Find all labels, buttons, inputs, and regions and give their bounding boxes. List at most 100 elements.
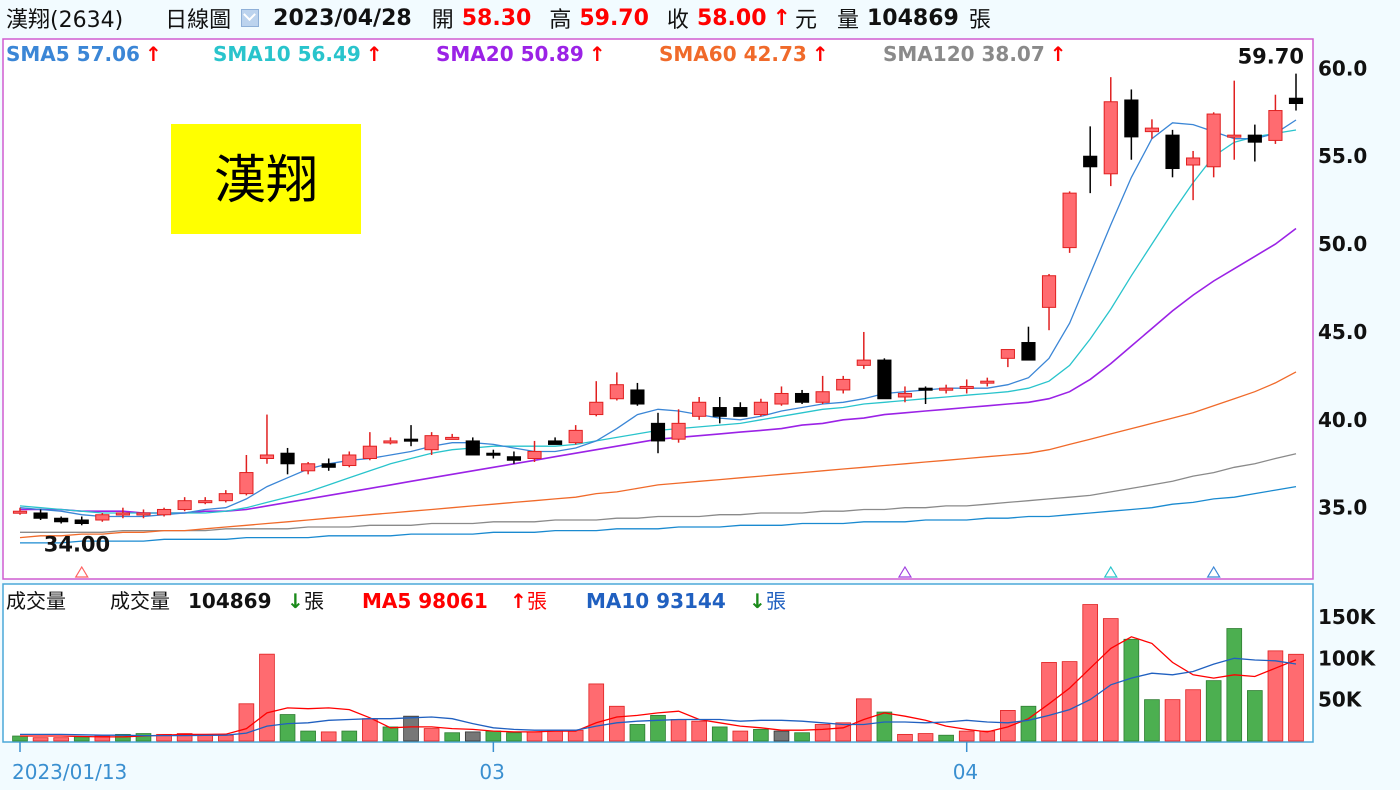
candle-body[interactable]	[1186, 157, 1201, 166]
volume-bar[interactable]	[135, 733, 152, 742]
candle-body[interactable]	[362, 445, 377, 459]
volume-bar[interactable]	[629, 724, 646, 742]
volume-bar[interactable]	[814, 724, 831, 742]
candle-body[interactable]	[753, 401, 768, 416]
candle-body[interactable]	[1124, 99, 1139, 138]
volume-bar[interactable]	[547, 730, 563, 742]
volume-bar[interactable]	[1082, 604, 1099, 742]
candle-body[interactable]	[1021, 342, 1036, 361]
candle-body[interactable]	[156, 508, 172, 516]
candle-body[interactable]	[1247, 134, 1262, 143]
volume-bar[interactable]	[711, 726, 728, 742]
volume-bar[interactable]	[1102, 618, 1119, 742]
candle-body[interactable]	[177, 500, 192, 510]
volume-bar[interactable]	[53, 737, 69, 742]
candle-body[interactable]	[218, 493, 233, 502]
volume-bar[interactable]	[958, 730, 975, 742]
volume-bar[interactable]	[1226, 628, 1243, 742]
volume-bar[interactable]	[1144, 699, 1160, 742]
candle-body[interactable]	[548, 440, 563, 445]
event-marker-icon[interactable]	[74, 565, 89, 578]
candle-body[interactable]	[1227, 134, 1242, 138]
volume-bar[interactable]	[1123, 638, 1140, 742]
candle-body[interactable]	[671, 422, 686, 440]
candle-body[interactable]	[1041, 275, 1057, 308]
volume-bar[interactable]	[526, 731, 543, 742]
volume-bar[interactable]	[362, 718, 378, 742]
volume-bar[interactable]	[876, 711, 893, 742]
candle-body[interactable]	[383, 440, 398, 444]
volume-bar[interactable]	[259, 653, 275, 742]
candle-body[interactable]	[774, 392, 789, 405]
volume-bar[interactable]	[732, 730, 749, 742]
chevron-down-icon[interactable]	[241, 9, 260, 27]
volume-bar[interactable]	[176, 733, 193, 742]
volume-bar[interactable]	[403, 715, 419, 742]
volume-bar[interactable]	[670, 719, 687, 742]
volume-bar[interactable]	[506, 732, 522, 742]
volume-bar[interactable]	[73, 736, 90, 742]
volume-bar[interactable]	[650, 714, 666, 742]
candle-body[interactable]	[630, 389, 645, 405]
candle-body[interactable]	[1206, 113, 1221, 168]
volume-bar[interactable]	[382, 726, 399, 742]
candle-body[interactable]	[897, 392, 913, 398]
candle-body[interactable]	[712, 407, 727, 417]
candle-body[interactable]	[1000, 349, 1015, 359]
volume-bar[interactable]	[94, 735, 111, 742]
candle-body[interactable]	[609, 384, 624, 400]
volume-bar[interactable]	[1185, 689, 1201, 742]
candle-body[interactable]	[95, 514, 110, 521]
candle-body[interactable]	[115, 512, 130, 516]
candle-body[interactable]	[1103, 101, 1118, 175]
volume-bar[interactable]	[485, 730, 502, 742]
candle-body[interactable]	[301, 463, 316, 472]
volume-bar[interactable]	[423, 728, 440, 742]
candle-body[interactable]	[280, 452, 295, 465]
volume-bar[interactable]	[1041, 662, 1057, 742]
volume-bar[interactable]	[156, 733, 172, 742]
volume-bar[interactable]	[917, 733, 934, 742]
candle-body[interactable]	[959, 385, 974, 389]
volume-bar[interactable]	[1000, 710, 1016, 742]
volume-bar[interactable]	[320, 731, 337, 742]
candle-body[interactable]	[465, 440, 480, 456]
volume-bar[interactable]	[12, 735, 28, 742]
volume-bar[interactable]	[1164, 699, 1181, 742]
candle-body[interactable]	[342, 454, 357, 467]
volume-bar[interactable]	[588, 683, 605, 742]
volume-bar[interactable]	[938, 734, 954, 742]
candle-body[interactable]	[1144, 127, 1160, 133]
volume-bar[interactable]	[773, 730, 790, 742]
candle-body[interactable]	[259, 454, 275, 459]
volume-bar[interactable]	[691, 720, 707, 742]
volume-bar[interactable]	[979, 730, 996, 742]
candle-body[interactable]	[650, 422, 666, 442]
candle-body[interactable]	[445, 436, 460, 440]
candle-body[interactable]	[692, 401, 707, 417]
candle-body[interactable]	[589, 401, 604, 416]
candle-body[interactable]	[527, 450, 542, 459]
event-marker-icon[interactable]	[897, 565, 913, 578]
volume-bar[interactable]	[567, 729, 584, 742]
volume-bar[interactable]	[897, 733, 913, 742]
period-label[interactable]: 日線圖	[165, 8, 232, 33]
volume-bar[interactable]	[1247, 690, 1263, 742]
candle-body[interactable]	[1268, 110, 1283, 141]
candle-body[interactable]	[815, 391, 830, 403]
candle-body[interactable]	[836, 378, 851, 391]
candle-body[interactable]	[239, 472, 254, 495]
candle-body[interactable]	[794, 392, 810, 403]
event-marker-icon[interactable]	[1206, 565, 1221, 578]
candle-body[interactable]	[12, 510, 28, 514]
candle-body[interactable]	[506, 456, 522, 461]
volume-bar[interactable]	[238, 703, 255, 742]
candle-body[interactable]	[1288, 97, 1304, 105]
volume-bar[interactable]	[1205, 680, 1222, 742]
candle-body[interactable]	[486, 452, 501, 456]
candle-body[interactable]	[1165, 134, 1180, 170]
volume-bar[interactable]	[1061, 661, 1078, 742]
volume-bar[interactable]	[1288, 653, 1304, 742]
candle-body[interactable]	[568, 429, 583, 444]
